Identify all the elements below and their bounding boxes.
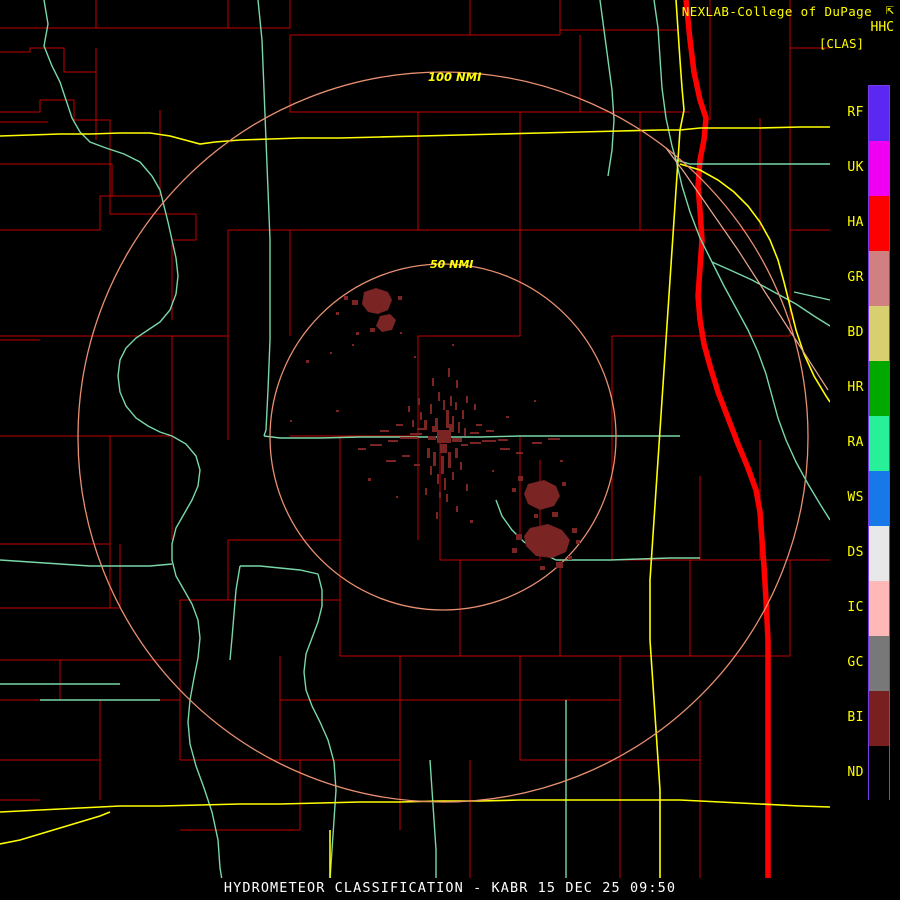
range-ring-label-100nmi: 100 NMI [428, 70, 482, 84]
legend-label-uk: UK [847, 159, 864, 175]
legend-band-gc[interactable] [869, 636, 889, 691]
echo-north-cluster [336, 288, 402, 335]
legend-label-ws: WS [847, 489, 864, 505]
legend-label-hr: HR [847, 379, 864, 395]
echo-central-cluster [358, 368, 560, 519]
range-rings-layer [77, 71, 809, 803]
legend-band-ds[interactable] [869, 526, 889, 581]
legend-band-ws[interactable] [869, 471, 889, 526]
map-background [0, 0, 830, 880]
status-bar: HYDROMETEOR CLASSIFICATION - KABR 15 DEC… [0, 878, 900, 900]
legend-label-nd: ND [847, 764, 864, 780]
range-ring-label-50nmi: 50 NMI [430, 258, 474, 271]
legend-band-ha[interactable] [869, 196, 889, 251]
legend-label-bd: BD [847, 324, 864, 340]
legend-band-gr[interactable] [869, 251, 889, 306]
legend-subtitle: [CLAS] [818, 36, 864, 51]
arrow-cursor-icon: ⇱ [885, 2, 894, 18]
highway-layer [0, 0, 830, 880]
legend-label-bi: BI [847, 709, 864, 725]
legend-label-ra: RA [847, 434, 864, 450]
echo-southeast-cluster-2 [512, 524, 580, 570]
radar-map-canvas[interactable] [0, 0, 830, 880]
state-border-line [683, 0, 771, 880]
legend-label-ha: HA [847, 214, 864, 230]
legend-band-bi[interactable] [869, 691, 889, 746]
echo-scattered-speckle [290, 332, 563, 523]
range-ring-100nmi [77, 71, 809, 803]
legend-title: HHC [870, 20, 894, 35]
secondary-road-layer [665, 147, 829, 391]
legend-band-hr[interactable] [869, 361, 889, 416]
legend-band-ic[interactable] [869, 581, 889, 636]
legend-band-bd[interactable] [869, 306, 889, 361]
legend-band-nd[interactable] [869, 746, 889, 801]
legend-band-uk[interactable] [869, 141, 889, 196]
echo-southeast-cluster-1 [512, 476, 566, 518]
legend-colorbar[interactable] [868, 85, 890, 801]
range-ring-50nmi [269, 263, 617, 611]
legend-label-rf: RF [847, 104, 864, 120]
legend-label-gc: GC [847, 654, 864, 670]
legend-label-ic: IC [847, 599, 864, 615]
legend-label-ds: DS [847, 544, 864, 560]
status-bar-text: HYDROMETEOR CLASSIFICATION - KABR 15 DEC… [223, 880, 677, 896]
legend-band-rf[interactable] [869, 86, 889, 141]
legend-band-ra[interactable] [869, 416, 889, 471]
radar-echo-layer [290, 288, 580, 570]
nexlab-credit-label: NEXLAB-College of DuPage [681, 4, 872, 19]
legend-label-gr: GR [847, 269, 864, 285]
radar-map-panel[interactable]: 100 NMI 50 NMI [0, 0, 830, 880]
hydrometeor-class-legend[interactable]: HHC [CLAS] RF UK HA GR BD HR RA WS DS IC GC BI ND [819, 0, 900, 880]
